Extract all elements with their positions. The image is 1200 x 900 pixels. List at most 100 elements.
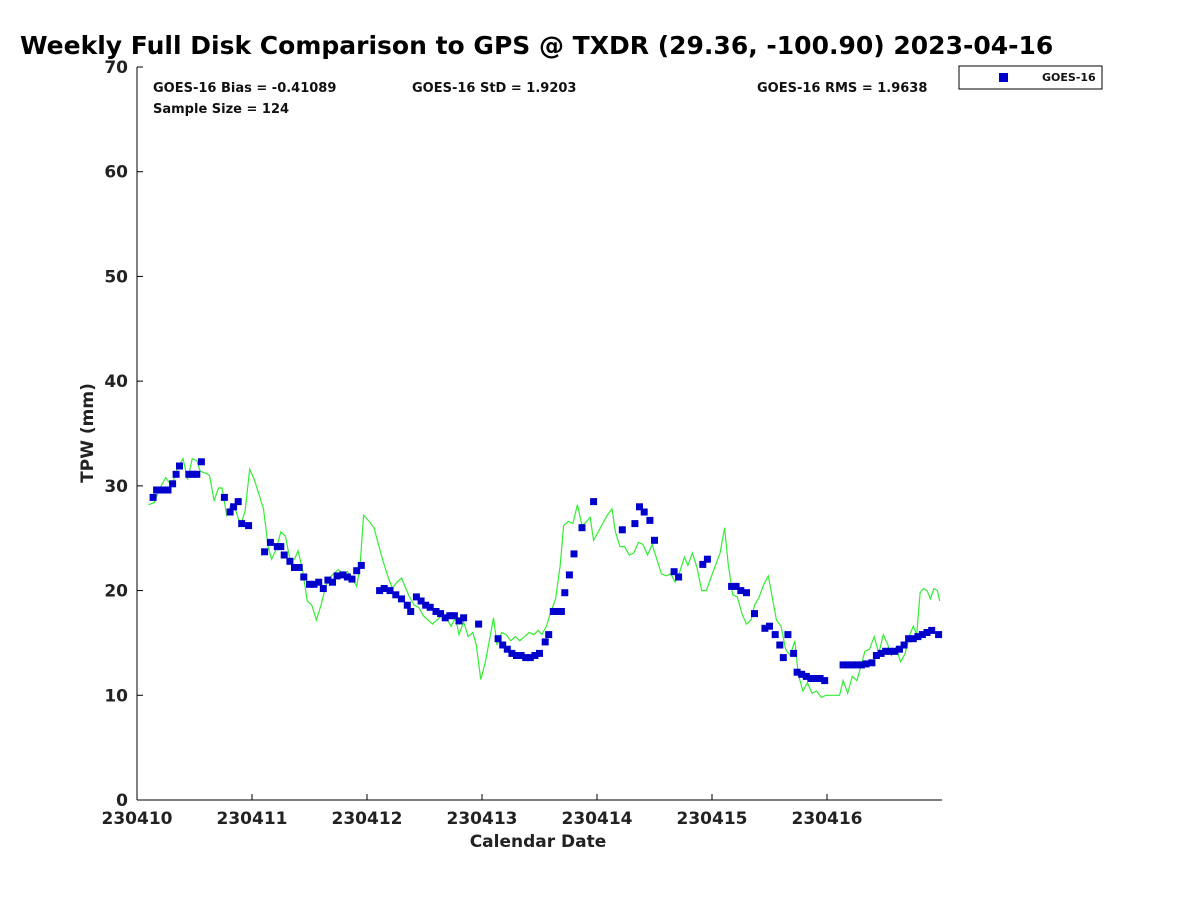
- data-point: [858, 661, 865, 669]
- data-point: [909, 635, 917, 643]
- data-point: [896, 645, 903, 653]
- data-point: [531, 652, 539, 659]
- data-point: [862, 660, 870, 668]
- data-point: [319, 585, 327, 592]
- data-point: [918, 631, 926, 639]
- data-point: [651, 536, 658, 544]
- data-point: [923, 629, 931, 636]
- x-tick-label: 230416: [792, 809, 863, 829]
- stat-sample-size: Sample Size = 124: [153, 102, 289, 117]
- data-point: [392, 591, 400, 599]
- data-point: [407, 608, 415, 615]
- data-point: [450, 612, 458, 620]
- data-point: [306, 580, 313, 588]
- data-point: [422, 601, 430, 609]
- data-point: [905, 635, 913, 643]
- data-point: [646, 516, 654, 524]
- data-point: [380, 585, 388, 592]
- data-point: [751, 610, 758, 618]
- data-point: [761, 624, 769, 632]
- data-point: [291, 564, 298, 571]
- data-point: [238, 520, 246, 528]
- y-tick-label: 40: [104, 372, 128, 392]
- data-point: [872, 652, 880, 659]
- data-point: [545, 631, 553, 639]
- data-point: [280, 551, 288, 559]
- data-point: [728, 582, 736, 590]
- plot-area: [137, 67, 942, 800]
- data-point: [640, 508, 648, 516]
- data-point: [475, 620, 483, 628]
- data-point: [245, 522, 253, 530]
- data-point: [877, 649, 885, 657]
- data-point: [426, 603, 434, 611]
- data-point: [149, 493, 157, 501]
- data-point: [807, 675, 815, 682]
- data-point: [766, 622, 773, 630]
- data-point: [821, 677, 829, 685]
- chart-title: Weekly Full Disk Comparison to GPS @ TXD…: [20, 31, 1053, 60]
- data-point: [412, 593, 420, 601]
- data-point: [549, 608, 557, 615]
- data-point: [636, 503, 643, 511]
- data-point: [798, 670, 806, 678]
- gps-series: [148, 456, 941, 699]
- data-point: [844, 661, 852, 669]
- data-point: [417, 597, 425, 605]
- data-point: [455, 617, 463, 625]
- data-point: [185, 470, 193, 478]
- data-point: [853, 661, 861, 669]
- data-point: [839, 661, 847, 669]
- data-point: [333, 572, 341, 580]
- data-point: [790, 649, 798, 657]
- x-tick-label: 230411: [217, 809, 288, 829]
- data-point: [277, 543, 285, 551]
- data-point: [732, 582, 740, 590]
- data-point: [357, 561, 365, 569]
- data-point: [570, 550, 578, 558]
- data-point: [670, 568, 678, 576]
- stat-std: GOES-16 StD = 1.9203: [412, 81, 576, 96]
- data-point: [398, 595, 405, 603]
- data-point: [403, 601, 411, 609]
- axes: [136, 66, 942, 801]
- data-point: [675, 573, 683, 581]
- x-tick-label: 230415: [677, 809, 748, 829]
- x-tick-label: 230410: [102, 809, 173, 829]
- y-tick-label: 20: [104, 582, 128, 602]
- data-point: [386, 587, 394, 595]
- y-axis-label: TPW (mm): [78, 383, 98, 483]
- data-point: [578, 524, 586, 532]
- data-point: [295, 564, 303, 571]
- data-point: [816, 675, 824, 682]
- data-point: [329, 578, 336, 586]
- data-point: [460, 614, 468, 622]
- plot-background: [137, 67, 942, 800]
- data-point: [737, 587, 745, 595]
- data-point: [266, 538, 274, 546]
- x-tick-label: 230414: [562, 809, 633, 829]
- data-point: [886, 647, 894, 655]
- data-point: [776, 641, 784, 649]
- y-tick-label: 10: [104, 686, 128, 706]
- data-point: [536, 649, 543, 657]
- data-point: [300, 573, 308, 581]
- data-point: [353, 567, 361, 575]
- data-point: [315, 578, 323, 586]
- data-point: [343, 573, 351, 581]
- stat-bias: GOES-16 Bias = -0.41089: [153, 81, 336, 96]
- data-point: [812, 675, 819, 682]
- x-tick-label: 230413: [447, 809, 518, 829]
- data-point: [743, 589, 750, 597]
- data-point: [561, 589, 569, 597]
- data-point: [324, 576, 332, 584]
- data-point: [193, 470, 201, 478]
- data-point: [376, 587, 384, 595]
- stat-rms: GOES-16 RMS = 1.9638: [757, 81, 927, 96]
- legend-entry-goes: GOES-16: [1042, 71, 1096, 84]
- data-point: [618, 526, 626, 534]
- data-point: [446, 612, 454, 620]
- data-point: [437, 610, 445, 618]
- data-point: [432, 608, 440, 615]
